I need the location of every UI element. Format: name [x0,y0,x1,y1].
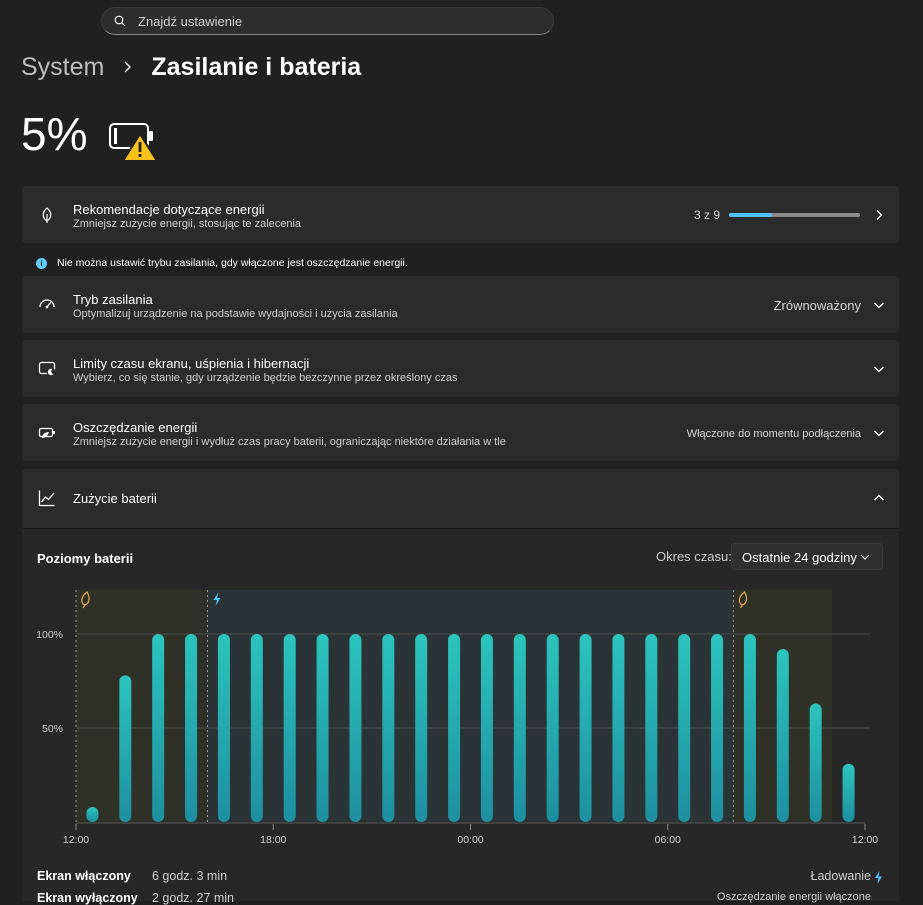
screen-off-value: 2 godz. 27 min [152,891,234,905]
legend-charging: Ładowanie [810,869,871,883]
bar [152,634,165,822]
battery-usage-card[interactable]: Zużycie baterii [22,469,899,528]
bar [382,634,395,822]
chevron-down-icon [874,430,884,437]
bar [250,634,263,822]
y-tick-label: 100% [36,629,63,641]
battery-levels-chart: 100% 50% 12:00 18:00 00:00 06:00 12:00 [36,590,878,846]
chevron-down-icon [874,366,884,373]
bar [480,634,493,822]
recommendations-count: 3 z 9 [693,208,720,222]
lightning-icon [875,871,882,884]
energy-saver-title: Oszczędzanie energii [73,420,198,435]
battery-percent: 5% [21,108,88,160]
screen-off-label: Ekran wyłączony [37,891,138,905]
power-mode-card[interactable]: Tryb zasilania Optymalizuj urządzenie na… [22,276,899,333]
lightning-icon [213,592,221,606]
leaf-icon [81,591,90,609]
screen-sleep-icon [38,361,56,377]
chevron-right-icon [876,210,883,220]
power-mode-info: i Nie można ustawić trybu zasilania, gdy… [36,257,408,269]
screen-on-label: Ekran włączony [37,869,131,883]
battery-usage-title: Zużycie baterii [73,491,157,506]
recommendations-progress [729,213,860,217]
chevron-up-icon [874,494,884,501]
leaf-icon [738,591,748,609]
bar [513,634,526,822]
bar [579,634,592,822]
x-tick-label: 18:00 [260,834,286,846]
bar [711,634,724,822]
bar [743,634,756,822]
energy-saver-value: Włączone do momentu podłączenia [686,428,861,440]
period-label: Okres czasu: [656,549,732,564]
period-dropdown[interactable]: Ostatnie 24 godziny [731,543,883,570]
bar [842,763,855,822]
leaf-icon [42,207,52,223]
battery-levels-title: Poziomy baterii [37,551,134,566]
search-input[interactable] [138,8,538,34]
battery-saver-icon [38,427,55,438]
bar [776,649,789,822]
bar [119,675,132,822]
x-tick-label: 06:00 [655,834,681,846]
screen-sleep-title: Limity czasu ekranu, uśpienia i hibernac… [73,356,310,371]
x-tick-label: 00:00 [457,834,483,846]
power-mode-subtitle: Optymalizuj urządzenie na podstawie wyda… [73,308,398,320]
page-title: Zasilanie i bateria [151,52,362,81]
search-icon [114,15,126,27]
bar [546,634,559,822]
screen-on-value: 6 godz. 3 min [152,869,228,883]
bar [448,634,461,822]
chevron-down-icon [874,302,884,309]
info-text: Nie można ustawić trybu zasilania, gdy w… [57,257,408,269]
y-tick-label: 50% [42,723,63,735]
battery-usage-panel: Poziomy baterii Okres czasu: Ostatnie 24… [22,528,899,905]
power-mode-value[interactable]: Zrównoważony [773,298,861,313]
x-tick-label: 12:00 [852,834,878,846]
chevron-down-icon [860,554,870,560]
breadcrumb-system[interactable]: System [21,52,105,81]
chevron-right-icon [124,61,132,73]
speedometer-icon [39,299,55,309]
energy-recommendations-card[interactable]: Rekomendacje dotyczące energii Zmniejsz … [22,186,899,243]
bar [809,703,822,822]
legend-energy-saver: Oszczędzanie energii włączone [716,891,871,903]
bar [86,806,99,822]
search-box[interactable] [101,7,554,35]
power-mode-title: Tryb zasilania [73,292,153,307]
recommendations-progress-fill [729,213,773,217]
info-icon: i [36,257,47,269]
screen-sleep-subtitle: Wybierz, co się stanie, gdy urządzenie b… [73,372,458,384]
bar [316,634,329,822]
bar [612,634,625,822]
bar [645,634,658,822]
energy-saver-card[interactable]: Oszczędzanie energii Zmniejsz zużycie en… [22,404,899,461]
bar [415,634,428,822]
recommendations-title: Rekomendacje dotyczące energii [73,202,265,217]
bar [217,634,230,822]
bar [678,634,691,822]
recommendations-subtitle: Zmniejsz zużycie energii, stosując te za… [73,218,302,230]
period-value: Ostatnie 24 godziny [742,550,857,565]
bar [349,634,362,822]
x-tick-label: 12:00 [63,834,89,846]
chart-line-icon [38,490,55,507]
screen-sleep-card[interactable]: Limity czasu ekranu, uśpienia i hibernac… [22,340,899,397]
bar [185,634,198,822]
battery-warning-icon [109,123,158,162]
energy-saver-subtitle: Zmniejsz zużycie energii i wydłuż czas p… [73,436,506,448]
bar [283,634,296,822]
breadcrumb: System Zasilanie i bateria [21,52,361,82]
